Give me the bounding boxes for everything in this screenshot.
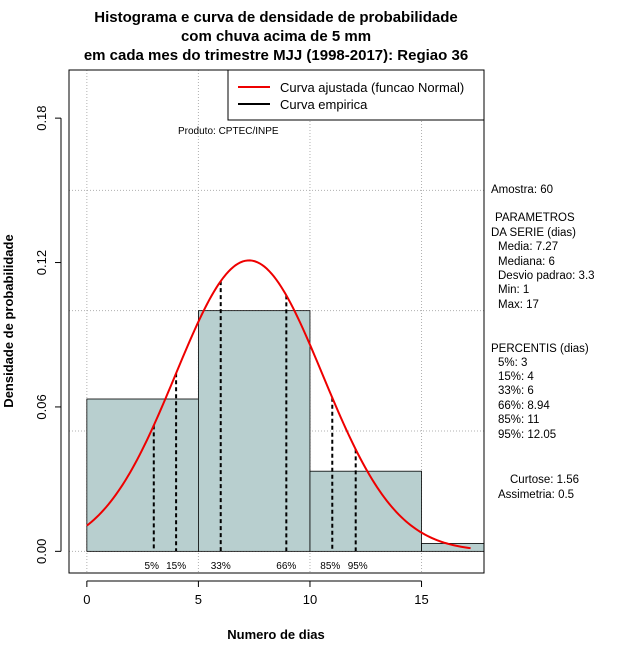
y-tick-label-2: 0.12 [34,250,49,275]
percentile-33: 33%: 6 [498,385,534,397]
legend-box [227,69,485,121]
percentile-labels: 5% 15% 33% 66% 85% 95% [145,561,368,572]
y-axis: 0.00 0.06 0.12 0.18 [34,105,62,564]
x-axis: 0 5 10 15 [83,580,429,607]
chart-title-line-1: Histograma e curva de densidade de proba… [94,9,457,26]
x-tick-label-0: 0 [83,592,90,607]
legend-label-empirical: Curva empirica [280,97,368,112]
percentile-label-2: 33% [211,561,231,572]
histogram-bar-2 [309,470,422,552]
param-mean: Media: 7.27 [498,241,558,253]
legend-label-fit: Curva ajustada (funcao Normal) [280,80,464,95]
param-stddev: Desvio padrao: 3.3 [498,270,595,282]
percentile-66: 66%: 8.94 [498,400,550,412]
percentile-85: 85%: 11 [498,414,539,426]
y-axis-label: Densidade de probabilidade [1,234,16,407]
percentile-lines [152,281,357,552]
chart-title-line-2: com chuva acima de 5 mm [181,28,371,45]
percentile-label-1: 15% [166,561,186,572]
kurtosis: Curtose: 1.56 [510,474,579,486]
percentile-label-0: 5% [145,561,160,572]
sample-size: Amostra: 60 [491,184,553,196]
product-credit: Produto: CPTEC/INPE [178,126,279,137]
percentiles-title: PERCENTIS (dias) [491,343,589,355]
histogram-bars [86,310,485,552]
x-tick-label-2: 10 [303,592,317,607]
params-title-2: DA SERIE (dias) [491,227,576,239]
percentile-15: 15%: 4 [498,371,534,383]
histogram-bar-0 [86,398,199,552]
percentile-label-3: 66% [276,561,296,572]
skewness: Assimetria: 0.5 [498,489,574,501]
params-title-1: PARAMETROS [495,212,575,224]
histogram-bar-1 [198,310,311,552]
percentile-5: 5%: 3 [498,357,527,369]
y-tick-label-3: 0.18 [34,105,49,130]
x-tick-label-1: 5 [195,592,202,607]
param-max: Max: 17 [498,299,539,311]
legend: Curva ajustada (funcao Normal) Curva emp… [227,69,485,121]
y-tick-label-0: 0.00 [34,539,49,564]
percentile-label-5: 95% [348,561,368,572]
y-tick-label-1: 0.06 [34,394,49,419]
chart-title-line-3: em cada mes do trimestre MJJ (1998-2017)… [84,47,468,64]
normal-fit-curve [86,259,471,550]
param-median: Mediana: 6 [498,256,555,268]
percentile-95: 95%: 12.05 [498,429,556,441]
x-tick-label-3: 15 [414,592,428,607]
x-axis-label: Numero de dias [227,627,325,642]
percentile-label-4: 85% [320,561,340,572]
statistics-panel: Amostra: 60 PARAMETROS DA SERIE (dias) M… [491,184,595,501]
param-min: Min: 1 [498,284,529,296]
